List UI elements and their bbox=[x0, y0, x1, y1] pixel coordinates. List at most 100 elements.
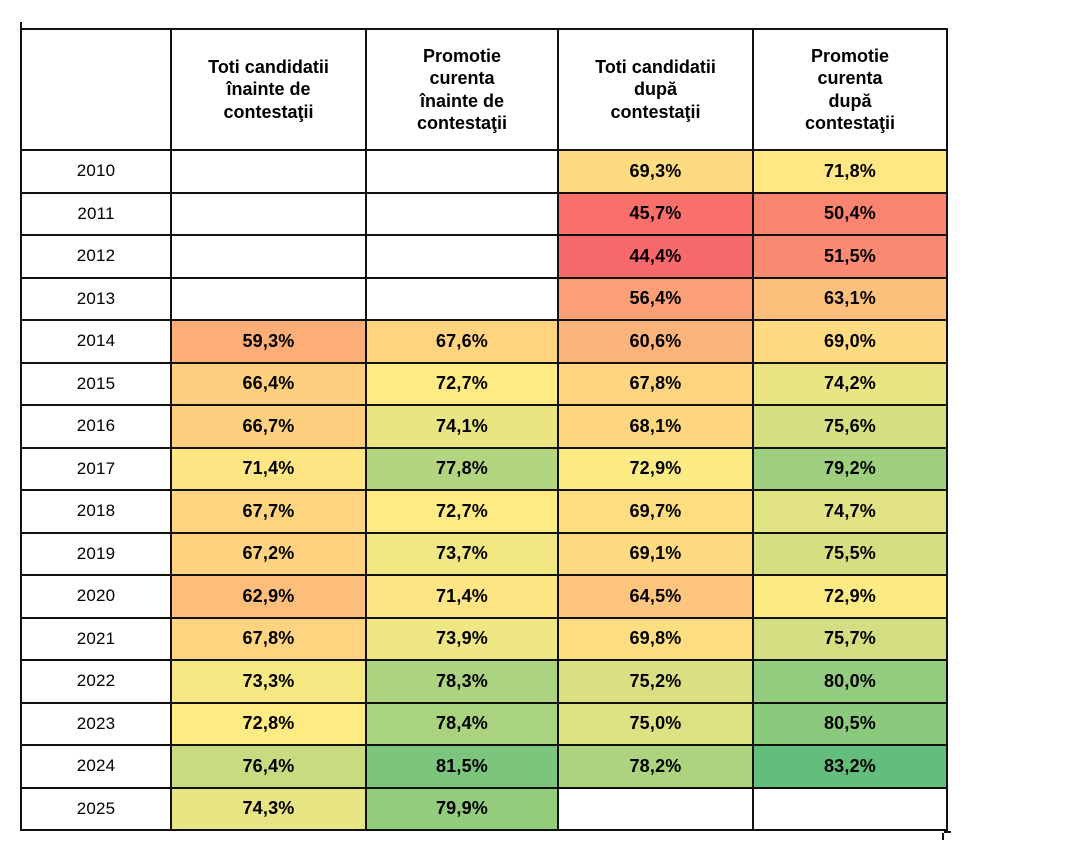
table-row-2024: 2024 76,4% 81,5% 78,2% 83,2% bbox=[20, 744, 948, 789]
value-cell-2023-col3: 75,0% bbox=[557, 701, 754, 746]
value-cell-2014-col3: 60,6% bbox=[557, 319, 754, 364]
crop-artifact-bottom-right-h bbox=[944, 831, 951, 833]
value-cell-2015-col2: 72,7% bbox=[365, 361, 559, 406]
value-cell-2024-col1: 76,4% bbox=[170, 744, 367, 789]
value-cell-2021-col1: 67,8% bbox=[170, 616, 367, 661]
table-row-2017: 2017 71,4% 77,8% 72,9% 79,2% bbox=[20, 446, 948, 491]
value-cell-2025-col4 bbox=[752, 786, 948, 831]
value-cell-2025-col3 bbox=[557, 786, 754, 831]
table-row-2022: 2022 73,3% 78,3% 75,2% 80,0% bbox=[20, 659, 948, 704]
corner-cell bbox=[20, 28, 172, 151]
value-cell-2018-col1: 67,7% bbox=[170, 489, 367, 534]
year-cell-2021: 2021 bbox=[20, 616, 172, 661]
value-cell-2023-col2: 78,4% bbox=[365, 701, 559, 746]
value-cell-2017-col2: 77,8% bbox=[365, 446, 559, 491]
year-cell-2017: 2017 bbox=[20, 446, 172, 491]
table-row-2010: 2010 69,3% 71,8% bbox=[20, 149, 948, 194]
table-row-2025: 2025 74,3% 79,9% bbox=[20, 786, 948, 831]
value-cell-2021-col3: 69,8% bbox=[557, 616, 754, 661]
value-cell-2013-col1 bbox=[170, 276, 367, 321]
year-cell-2010: 2010 bbox=[20, 149, 172, 194]
column-header-2: Promotie curenta înainte de contestaţii bbox=[365, 28, 559, 151]
value-cell-2016-col1: 66,7% bbox=[170, 404, 367, 449]
value-cell-2022-col4: 80,0% bbox=[752, 659, 948, 704]
year-cell-2018: 2018 bbox=[20, 489, 172, 534]
value-cell-2017-col3: 72,9% bbox=[557, 446, 754, 491]
table-row-2014: 2014 59,3% 67,6% 60,6% 69,0% bbox=[20, 319, 948, 364]
year-cell-2019: 2019 bbox=[20, 531, 172, 576]
crop-artifact-bottom-right-v bbox=[942, 833, 944, 840]
column-header-1: Toti candidatii înainte de contestaţii bbox=[170, 28, 367, 151]
year-cell-2012: 2012 bbox=[20, 234, 172, 279]
table-row-2023: 2023 72,8% 78,4% 75,0% 80,5% bbox=[20, 701, 948, 746]
value-cell-2023-col4: 80,5% bbox=[752, 701, 948, 746]
table-row-2013: 2013 56,4% 63,1% bbox=[20, 276, 948, 321]
value-cell-2010-col2 bbox=[365, 149, 559, 194]
value-cell-2020-col2: 71,4% bbox=[365, 574, 559, 619]
value-cell-2024-col4: 83,2% bbox=[752, 744, 948, 789]
value-cell-2022-col3: 75,2% bbox=[557, 659, 754, 704]
value-cell-2018-col3: 69,7% bbox=[557, 489, 754, 534]
year-cell-2013: 2013 bbox=[20, 276, 172, 321]
value-cell-2016-col3: 68,1% bbox=[557, 404, 754, 449]
value-cell-2015-col1: 66,4% bbox=[170, 361, 367, 406]
value-cell-2017-col1: 71,4% bbox=[170, 446, 367, 491]
table-row-2019: 2019 67,2% 73,7% 69,1% 75,5% bbox=[20, 531, 948, 576]
value-cell-2011-col2 bbox=[365, 191, 559, 236]
header-row: Toti candidatii înainte de contestaţii Pr… bbox=[20, 28, 948, 151]
value-cell-2017-col4: 79,2% bbox=[752, 446, 948, 491]
value-cell-2020-col3: 64,5% bbox=[557, 574, 754, 619]
value-cell-2025-col1: 74,3% bbox=[170, 786, 367, 831]
value-cell-2011-col4: 50,4% bbox=[752, 191, 948, 236]
value-cell-2012-col3: 44,4% bbox=[557, 234, 754, 279]
value-cell-2019-col1: 67,2% bbox=[170, 531, 367, 576]
value-cell-2016-col4: 75,6% bbox=[752, 404, 948, 449]
year-cell-2015: 2015 bbox=[20, 361, 172, 406]
value-cell-2020-col1: 62,9% bbox=[170, 574, 367, 619]
value-cell-2021-col4: 75,7% bbox=[752, 616, 948, 661]
value-cell-2022-col2: 78,3% bbox=[365, 659, 559, 704]
value-cell-2013-col3: 56,4% bbox=[557, 276, 754, 321]
value-cell-2011-col1 bbox=[170, 191, 367, 236]
year-cell-2011: 2011 bbox=[20, 191, 172, 236]
value-cell-2014-col2: 67,6% bbox=[365, 319, 559, 364]
crop-artifact-top-left bbox=[20, 22, 22, 29]
value-cell-2025-col2: 79,9% bbox=[365, 786, 559, 831]
value-cell-2019-col3: 69,1% bbox=[557, 531, 754, 576]
value-cell-2010-col4: 71,8% bbox=[752, 149, 948, 194]
value-cell-2018-col4: 74,7% bbox=[752, 489, 948, 534]
table-row-2016: 2016 66,7% 74,1% 68,1% 75,6% bbox=[20, 404, 948, 449]
value-cell-2019-col4: 75,5% bbox=[752, 531, 948, 576]
table-row-2015: 2015 66,4% 72,7% 67,8% 74,2% bbox=[20, 361, 948, 406]
promotion-rates-heatmap-table: Toti candidatii înainte de contestaţii Pr… bbox=[20, 28, 948, 831]
value-cell-2014-col1: 59,3% bbox=[170, 319, 367, 364]
value-cell-2015-col4: 74,2% bbox=[752, 361, 948, 406]
value-cell-2014-col4: 69,0% bbox=[752, 319, 948, 364]
value-cell-2019-col2: 73,7% bbox=[365, 531, 559, 576]
value-cell-2018-col2: 72,7% bbox=[365, 489, 559, 534]
value-cell-2023-col1: 72,8% bbox=[170, 701, 367, 746]
year-cell-2023: 2023 bbox=[20, 701, 172, 746]
value-cell-2024-col2: 81,5% bbox=[365, 744, 559, 789]
table-row-2018: 2018 67,7% 72,7% 69,7% 74,7% bbox=[20, 489, 948, 534]
year-cell-2016: 2016 bbox=[20, 404, 172, 449]
value-cell-2021-col2: 73,9% bbox=[365, 616, 559, 661]
table-row-2021: 2021 67,8% 73,9% 69,8% 75,7% bbox=[20, 616, 948, 661]
value-cell-2013-col4: 63,1% bbox=[752, 276, 948, 321]
year-cell-2022: 2022 bbox=[20, 659, 172, 704]
value-cell-2013-col2 bbox=[365, 276, 559, 321]
year-cell-2014: 2014 bbox=[20, 319, 172, 364]
column-header-3: Toti candidatii după contestaţii bbox=[557, 28, 754, 151]
value-cell-2022-col1: 73,3% bbox=[170, 659, 367, 704]
year-cell-2025: 2025 bbox=[20, 786, 172, 831]
value-cell-2012-col4: 51,5% bbox=[752, 234, 948, 279]
table-row-2011: 2011 45,7% 50,4% bbox=[20, 191, 948, 236]
year-cell-2024: 2024 bbox=[20, 744, 172, 789]
value-cell-2012-col1 bbox=[170, 234, 367, 279]
value-cell-2010-col3: 69,3% bbox=[557, 149, 754, 194]
column-header-4: Promotie curenta după contestaţii bbox=[752, 28, 948, 151]
value-cell-2020-col4: 72,9% bbox=[752, 574, 948, 619]
value-cell-2011-col3: 45,7% bbox=[557, 191, 754, 236]
table-header: Toti candidatii înainte de contestaţii Pr… bbox=[20, 28, 948, 151]
